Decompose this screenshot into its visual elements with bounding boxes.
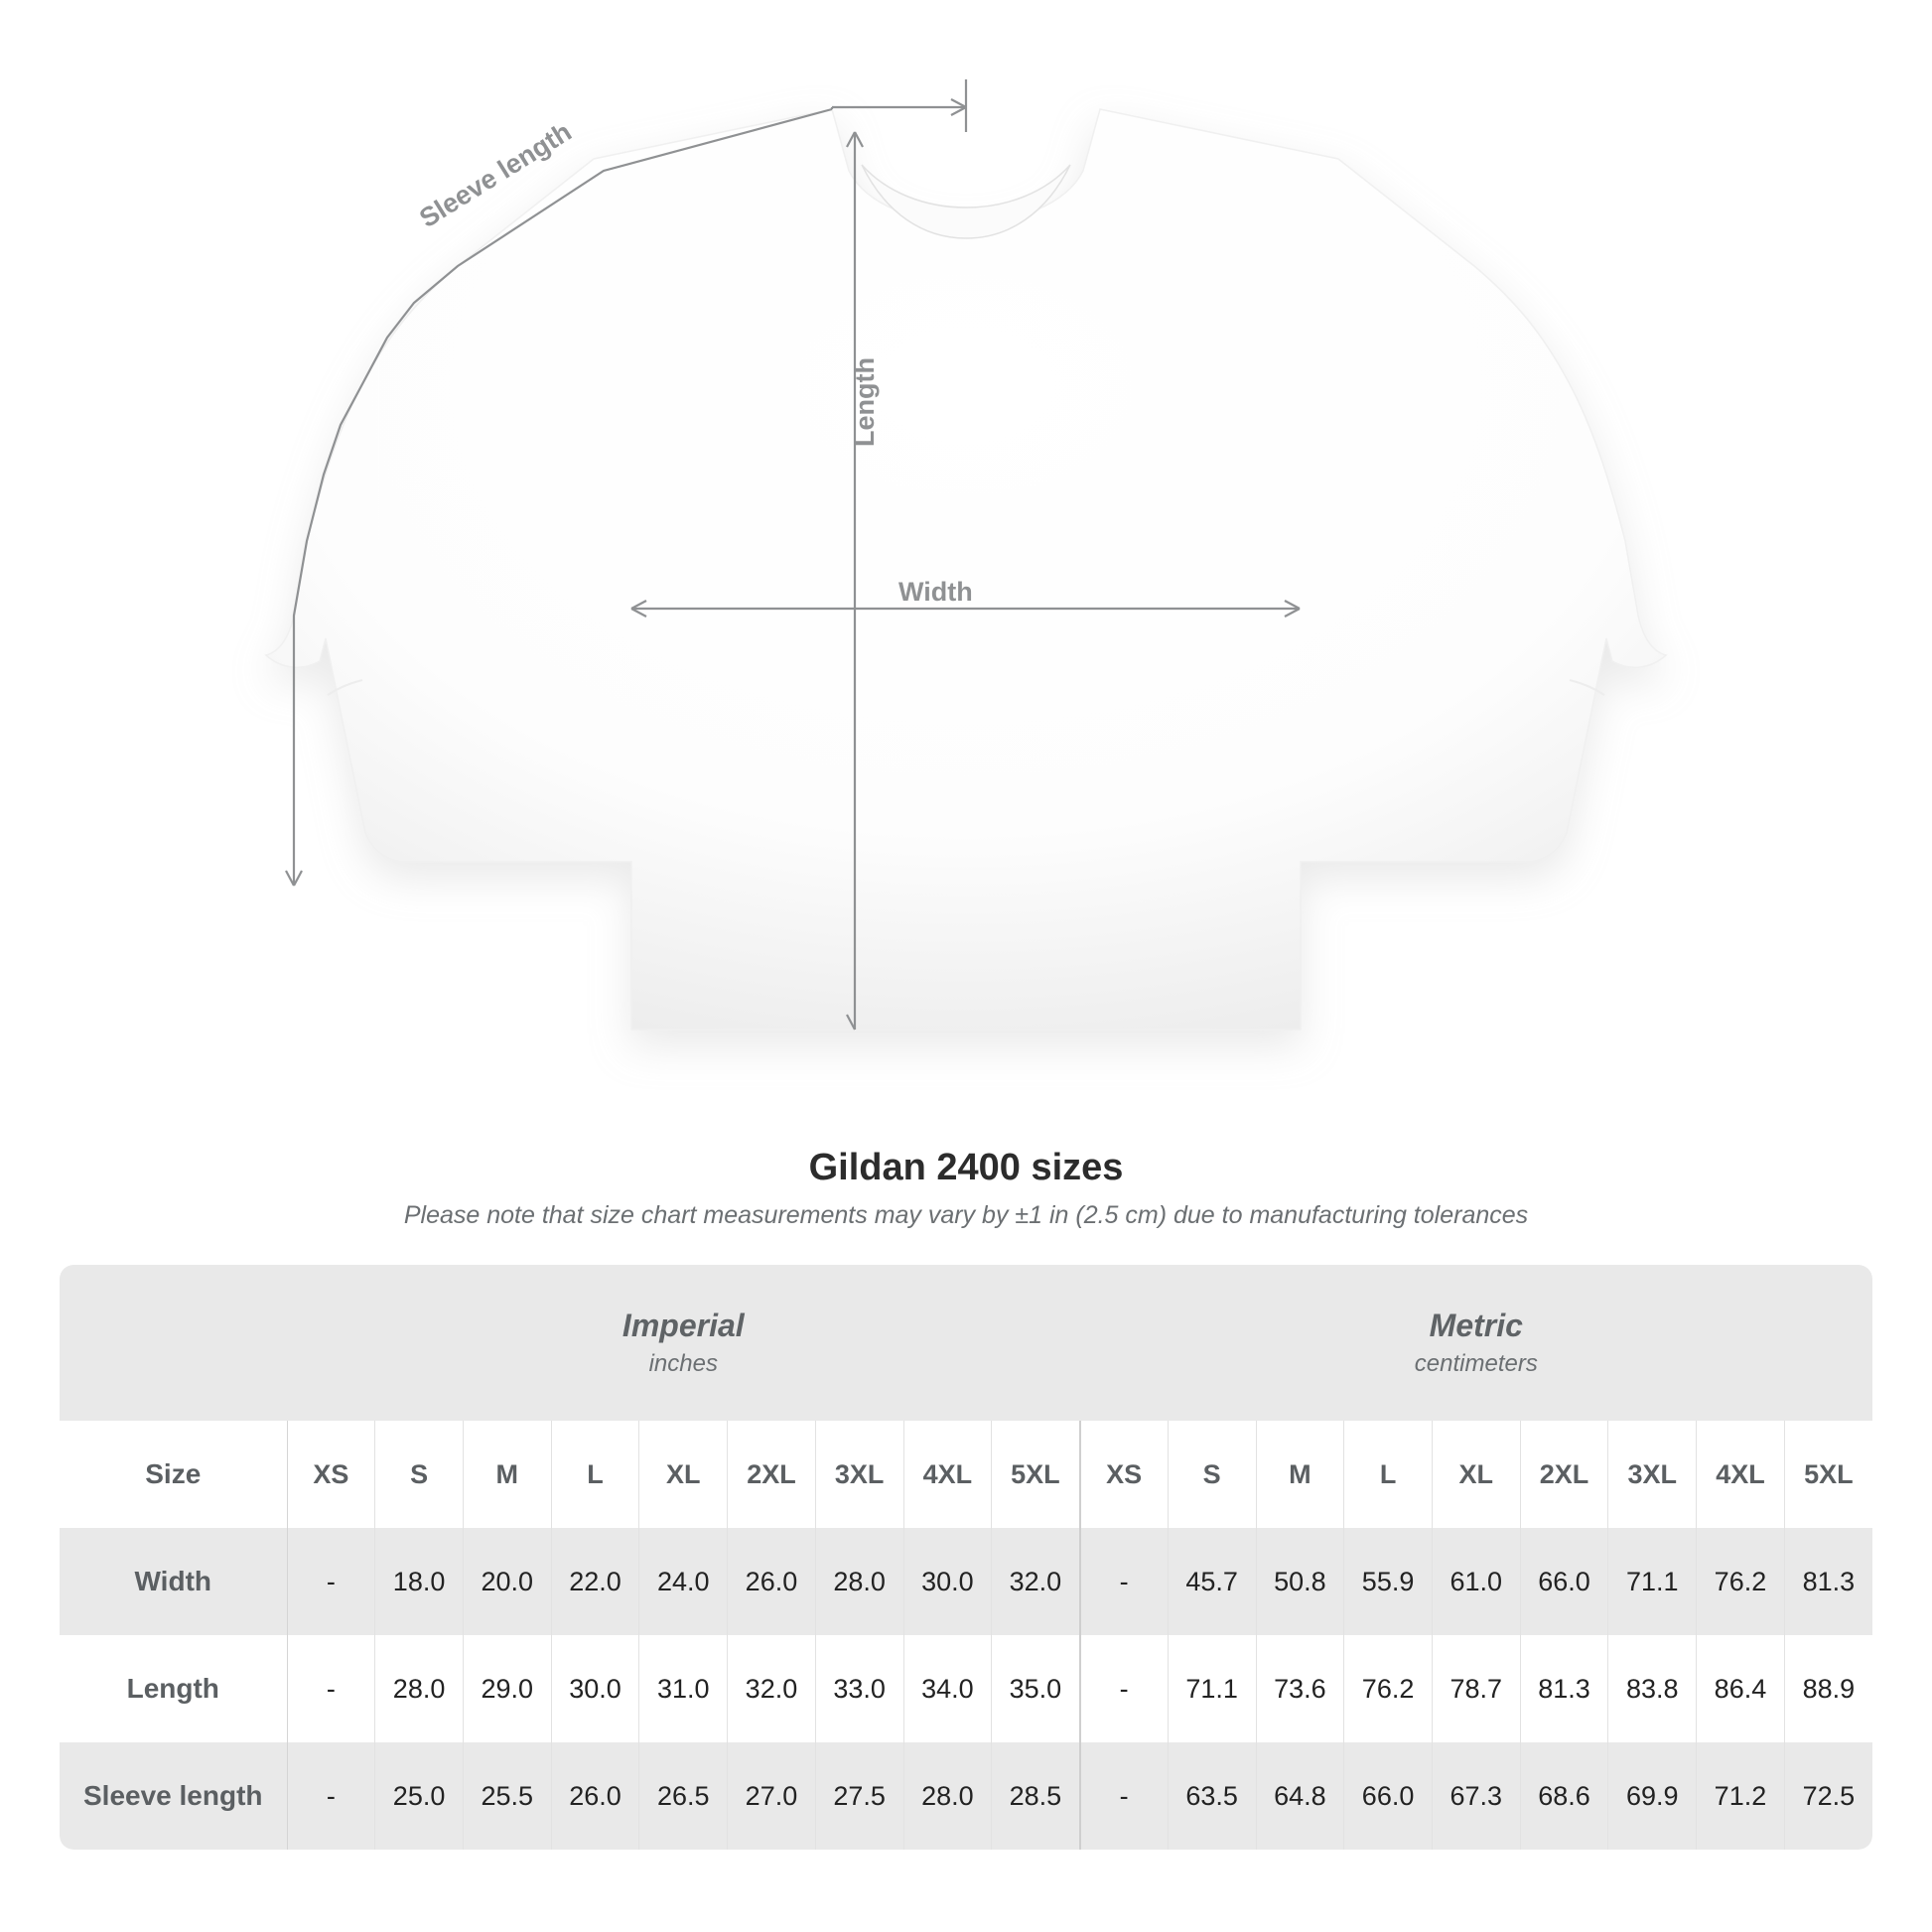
svg-text:Width: Width <box>898 577 973 607</box>
svg-text:Length: Length <box>850 357 880 447</box>
